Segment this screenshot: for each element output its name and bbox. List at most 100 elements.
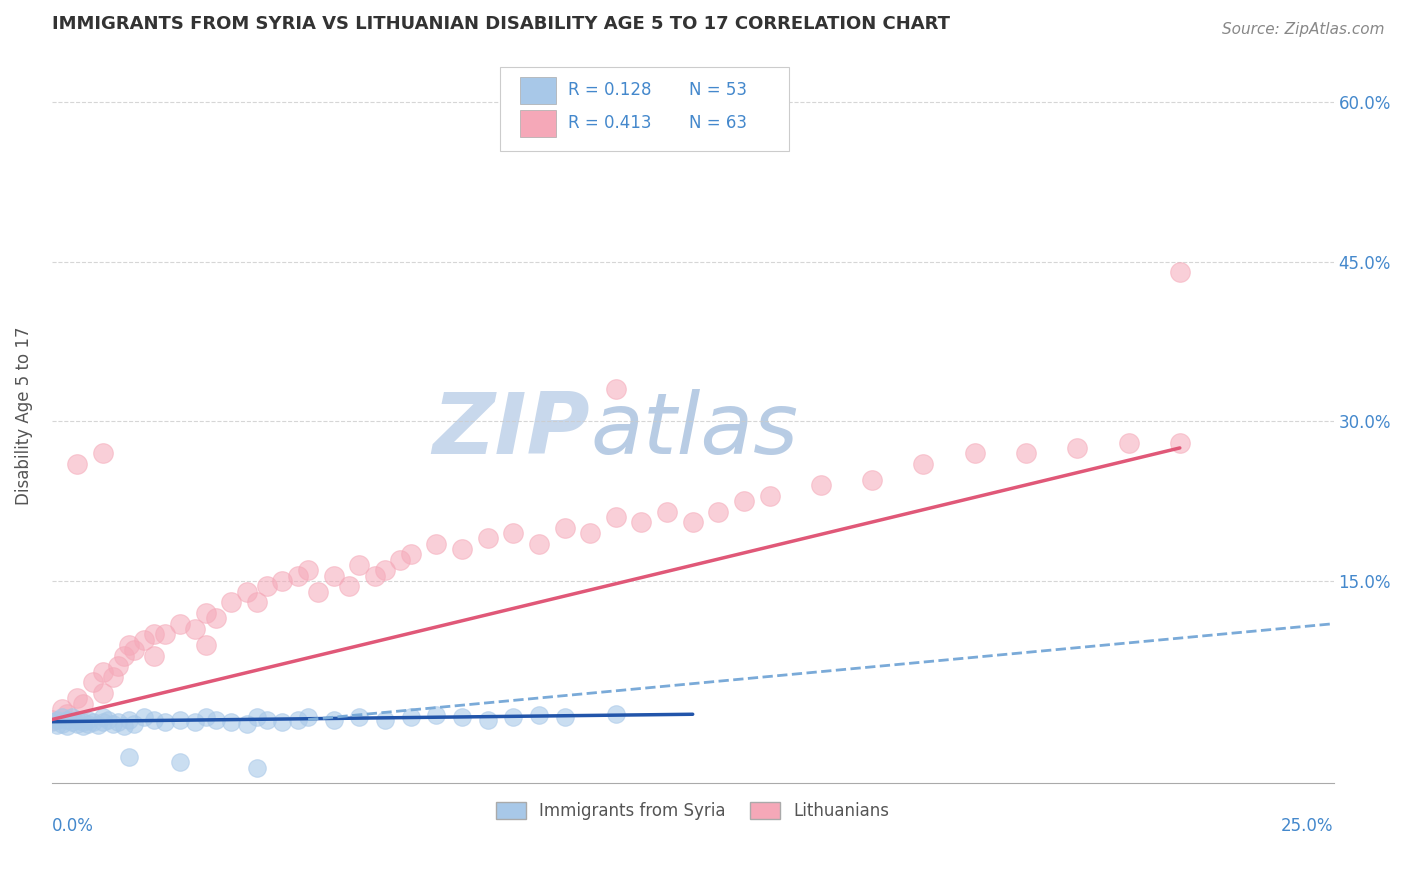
Point [246, 710, 269, 724]
Point [132, 632, 155, 647]
Point [51, 716, 73, 731]
Text: N = 63: N = 63 [689, 114, 747, 132]
Point [297, 564, 319, 578]
Point [91, 710, 114, 724]
Text: Source: ZipAtlas.com: Source: ZipAtlas.com [1222, 22, 1385, 37]
Text: N = 53: N = 53 [689, 81, 747, 99]
Point [287, 568, 309, 582]
Point [112, 719, 135, 733]
Point [107, 714, 129, 729]
Point [235, 716, 257, 731]
Point [1015, 446, 1038, 460]
Point [477, 713, 499, 727]
Point [51, 710, 73, 724]
Legend: Immigrants from Syria, Lithuanians: Immigrants from Syria, Lithuanians [489, 795, 897, 827]
Point [143, 648, 166, 663]
Text: R = 0.413: R = 0.413 [568, 114, 652, 132]
Point [425, 537, 447, 551]
Point [60, 714, 83, 729]
Point [235, 584, 257, 599]
Point [349, 710, 371, 724]
Point [76, 713, 98, 727]
Point [553, 710, 575, 724]
Point [1118, 435, 1140, 450]
Point [733, 494, 755, 508]
Point [56, 707, 79, 722]
Point [107, 659, 129, 673]
Point [553, 521, 575, 535]
Point [655, 505, 678, 519]
Y-axis label: Disability Age 5 to 17: Disability Age 5 to 17 [15, 326, 32, 505]
Point [45, 713, 67, 727]
Point [194, 710, 217, 724]
Point [297, 710, 319, 724]
Point [122, 716, 145, 731]
Point [682, 516, 704, 530]
Point [307, 584, 329, 599]
Point [256, 713, 278, 727]
Text: IMMIGRANTS FROM SYRIA VS LITHUANIAN DISABILITY AGE 5 TO 17 CORRELATION CHART: IMMIGRANTS FROM SYRIA VS LITHUANIAN DISA… [52, 15, 949, 33]
Point [451, 542, 474, 557]
Point [194, 606, 217, 620]
Point [271, 574, 294, 588]
Point [82, 675, 104, 690]
Point [912, 457, 935, 471]
Point [66, 691, 89, 706]
Point [425, 708, 447, 723]
Point [41, 713, 63, 727]
Point [579, 526, 602, 541]
Point [132, 710, 155, 724]
Point [219, 714, 242, 729]
Point [246, 595, 269, 609]
Point [118, 638, 141, 652]
Point [45, 718, 67, 732]
Point [41, 714, 63, 729]
Point [349, 558, 371, 573]
Point [143, 713, 166, 727]
Text: R = 0.128: R = 0.128 [568, 81, 652, 99]
FancyBboxPatch shape [520, 111, 555, 136]
Point [194, 638, 217, 652]
Point [184, 622, 207, 636]
Point [103, 716, 125, 731]
Point [374, 713, 396, 727]
Point [97, 713, 120, 727]
Point [91, 446, 114, 460]
Point [1168, 435, 1191, 450]
Point [337, 579, 360, 593]
Point [66, 713, 89, 727]
Point [707, 505, 730, 519]
Point [1168, 265, 1191, 279]
Point [103, 670, 125, 684]
Point [502, 526, 524, 541]
Text: ZIP: ZIP [433, 389, 591, 472]
Point [82, 714, 104, 729]
Point [118, 713, 141, 727]
Point [1066, 441, 1088, 455]
Point [256, 579, 278, 593]
Point [630, 516, 652, 530]
Point [205, 713, 228, 727]
Point [451, 710, 474, 724]
Point [66, 716, 89, 731]
Point [860, 473, 883, 487]
Point [399, 710, 422, 724]
Point [271, 714, 294, 729]
Point [810, 478, 832, 492]
Point [477, 532, 499, 546]
Point [374, 564, 396, 578]
Point [76, 716, 98, 731]
Point [72, 719, 94, 733]
Point [56, 713, 79, 727]
Point [205, 611, 228, 625]
Point [322, 713, 344, 727]
Point [91, 665, 114, 679]
Point [72, 714, 94, 729]
Point [605, 707, 627, 722]
Point [502, 710, 524, 724]
Point [91, 686, 114, 700]
Point [169, 755, 191, 769]
Point [153, 627, 176, 641]
Point [153, 714, 176, 729]
Text: atlas: atlas [591, 389, 799, 472]
